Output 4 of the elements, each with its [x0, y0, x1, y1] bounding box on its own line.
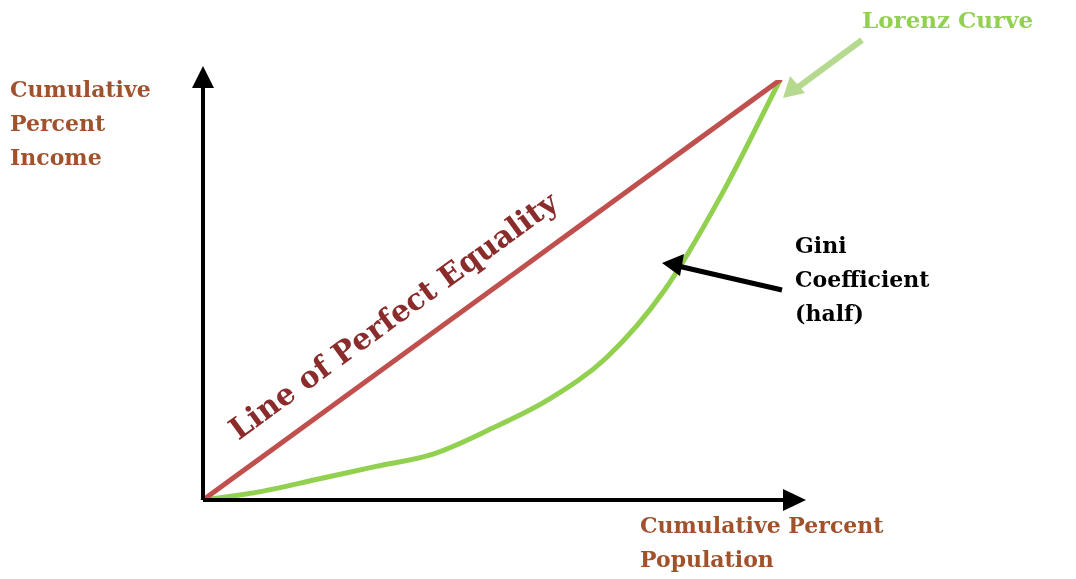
text: Lorenz Curve [862, 6, 1034, 33]
y-axis-title: Cumulative Percent Income [10, 75, 152, 172]
x-axis-title: Cumulative Percent Population [640, 511, 885, 574]
annotation: Gini Coefficient (half) [795, 231, 931, 328]
